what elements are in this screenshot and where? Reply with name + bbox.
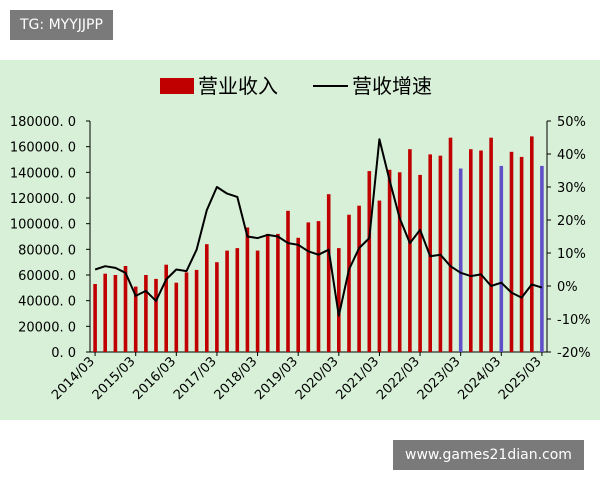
left-tick-label: 160000. 0 xyxy=(10,141,76,156)
revenue-bar xyxy=(144,275,148,352)
revenue-bar xyxy=(296,237,300,352)
x-tick-label: 2014/03 xyxy=(49,354,98,403)
revenue-bar xyxy=(337,248,341,352)
right-tick-label: 20% xyxy=(557,214,586,229)
x-tick-label: 2024/03 xyxy=(455,354,504,403)
revenue-bar xyxy=(93,284,97,352)
right-tick-label: 30% xyxy=(557,181,586,196)
x-tick-label: 2017/03 xyxy=(171,354,220,403)
revenue-bar xyxy=(154,278,158,352)
revenue-bar xyxy=(357,205,361,352)
x-tick-label: 2025/03 xyxy=(496,354,545,403)
revenue-bar xyxy=(326,194,331,352)
x-tick-label: 2022/03 xyxy=(374,354,423,403)
left-tick-label: 180000. 0 xyxy=(10,115,76,130)
left-tick-label: 0. 0 xyxy=(51,346,76,361)
revenue-bar xyxy=(245,227,250,352)
revenue-bar xyxy=(418,174,422,352)
right-tick-label: 40% xyxy=(557,148,586,163)
revenue-bar xyxy=(479,150,483,352)
x-tick-label: 2015/03 xyxy=(90,354,139,403)
revenue-bar xyxy=(225,250,229,352)
revenue-bar xyxy=(387,169,392,352)
x-tick-label: 2021/03 xyxy=(333,354,382,403)
revenue-bar xyxy=(174,282,179,352)
left-tick-label: 80000. 0 xyxy=(18,243,76,258)
x-tick-label: 2023/03 xyxy=(415,354,464,403)
growth-line xyxy=(94,138,543,317)
revenue-bar xyxy=(499,165,504,352)
revenue-bar xyxy=(103,273,107,352)
revenue-bar xyxy=(448,137,453,352)
revenue-bar xyxy=(347,214,351,352)
revenue-bar xyxy=(306,222,311,352)
left-tick-label: 140000. 0 xyxy=(10,166,76,181)
left-tick-label: 40000. 0 xyxy=(18,295,76,310)
revenue-bar xyxy=(377,200,382,352)
revenue-bar xyxy=(194,269,199,352)
revenue-bar xyxy=(519,156,524,352)
legend: 营业收入 营收增速 xyxy=(160,74,432,98)
revenue-bar xyxy=(255,250,260,352)
revenue-bar xyxy=(489,137,493,352)
revenue-bar xyxy=(205,244,209,352)
right-tick-label: 0% xyxy=(557,280,578,295)
revenue-bar xyxy=(367,171,372,352)
tg-label: TG: MYYJJPP xyxy=(10,10,113,40)
revenue-bar xyxy=(123,266,128,352)
revenue-bar xyxy=(540,165,544,352)
revenue-bar xyxy=(235,248,240,352)
right-tick-label: -20% xyxy=(557,346,591,361)
revenue-bar xyxy=(458,168,463,352)
watermark-label: www.games21dian.com xyxy=(393,440,584,470)
right-tick-label: 50% xyxy=(557,115,586,130)
revenue-bar xyxy=(276,233,280,352)
right-tick-label: 10% xyxy=(557,247,586,262)
x-tick-label: 2016/03 xyxy=(130,354,179,403)
left-tick-label: 20000. 0 xyxy=(18,320,76,335)
revenue-bar xyxy=(133,286,138,352)
revenue-bar xyxy=(530,136,534,352)
revenue-bar xyxy=(408,149,412,352)
revenue-bar xyxy=(215,262,219,352)
legend-revenue-label: 营业收入 xyxy=(198,74,278,98)
revenue-bar xyxy=(397,172,402,352)
x-tick-label: 2020/03 xyxy=(293,354,342,403)
left-tick-label: 120000. 0 xyxy=(10,192,76,207)
revenue-bar xyxy=(265,233,270,352)
x-tick-label: 2019/03 xyxy=(252,354,301,403)
left-tick-label: 60000. 0 xyxy=(18,269,76,284)
x-tick-label: 2018/03 xyxy=(212,354,261,403)
legend-growth-label: 营收增速 xyxy=(352,74,432,98)
revenue-bar xyxy=(164,264,168,352)
revenue-bar xyxy=(509,151,514,352)
legend-bar-swatch xyxy=(160,78,194,94)
revenue-bar xyxy=(113,275,118,352)
right-tick-label: -10% xyxy=(557,313,591,328)
revenue-bar xyxy=(428,154,432,352)
revenue-bar xyxy=(286,210,290,352)
revenue-bar xyxy=(469,149,473,352)
left-tick-label: 100000. 0 xyxy=(10,218,76,233)
revenue-bar xyxy=(184,272,189,352)
revenue-bar xyxy=(316,221,321,352)
